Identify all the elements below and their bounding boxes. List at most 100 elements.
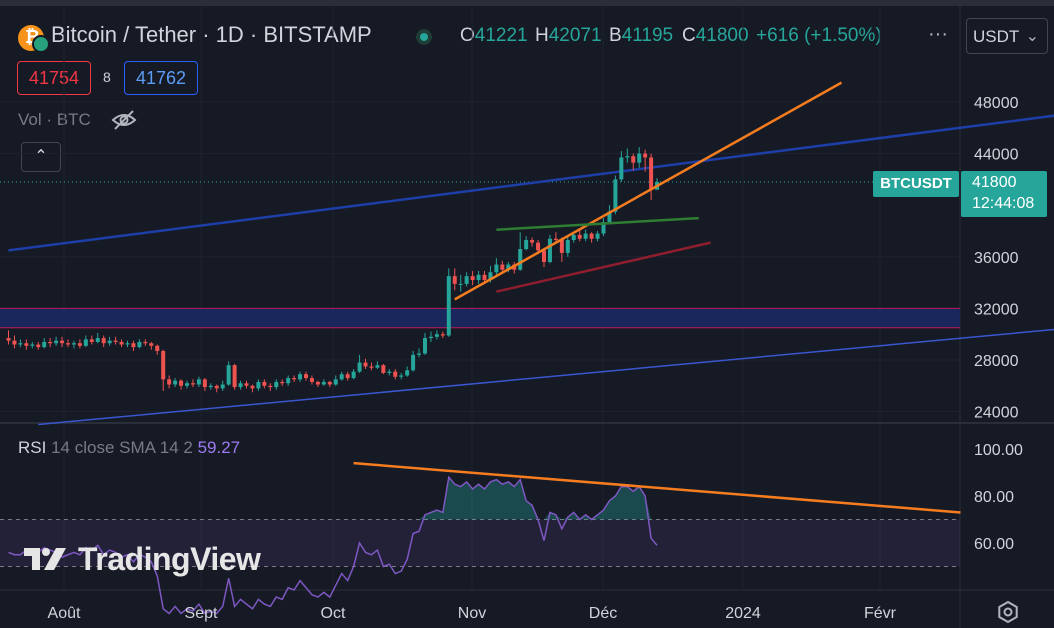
candle-body bbox=[363, 362, 368, 367]
ohlc-open: O41221 bbox=[460, 25, 528, 46]
bar-countdown: 12:44:08 bbox=[972, 195, 1035, 212]
candle-body bbox=[565, 240, 570, 253]
candle-body bbox=[601, 221, 606, 234]
candle-body bbox=[89, 339, 94, 342]
candle-body bbox=[637, 153, 642, 163]
candle-body bbox=[613, 179, 618, 212]
candle-body bbox=[119, 341, 124, 345]
candle-body bbox=[470, 276, 475, 281]
candle-body bbox=[345, 374, 350, 379]
candle-body bbox=[48, 341, 53, 344]
candle-body bbox=[381, 365, 386, 373]
time-tick-label: Nov bbox=[458, 605, 486, 622]
candle-body bbox=[226, 365, 231, 385]
candle-body bbox=[524, 240, 529, 250]
candle-body bbox=[440, 334, 445, 336]
settings-icon[interactable] bbox=[996, 600, 1020, 624]
candle-body bbox=[54, 340, 59, 344]
candle-body bbox=[214, 385, 219, 389]
candle-body bbox=[125, 343, 130, 345]
candle-body bbox=[208, 385, 213, 388]
candle-body bbox=[458, 283, 463, 285]
tradingview-logo-icon bbox=[24, 548, 66, 570]
candle-body bbox=[161, 350, 166, 380]
candle-body bbox=[452, 276, 457, 284]
trendline-long-term-channel-bottom bbox=[38, 328, 1054, 426]
tradingview-watermark: TradingView bbox=[78, 541, 261, 577]
currency-select[interactable]: USDT ⌄ bbox=[966, 18, 1048, 54]
rsi-band bbox=[0, 519, 960, 567]
candle-body bbox=[583, 233, 588, 239]
trendline-long-term-channel-top bbox=[8, 114, 1054, 252]
candle-body bbox=[530, 240, 535, 243]
time-tick-label: 2024 bbox=[725, 605, 761, 622]
candle-body bbox=[494, 264, 499, 273]
candle-body bbox=[66, 343, 70, 345]
candle-body bbox=[369, 366, 374, 368]
sell-button[interactable]: 41754 bbox=[17, 61, 91, 95]
market-status-dot bbox=[416, 29, 432, 45]
candle-body bbox=[268, 385, 273, 388]
candle-body bbox=[399, 375, 404, 377]
rsi-pane bbox=[0, 461, 961, 615]
chart-axes: 48000 44000 36000 32000 28000 24000 100.00 80.0… bbox=[48, 95, 1024, 622]
rsi-tick-label: 100.00 bbox=[974, 442, 1023, 459]
candle-body bbox=[428, 336, 433, 339]
rsi-name: RSI bbox=[18, 438, 47, 457]
candle-body bbox=[619, 157, 624, 180]
time-tick-label: Oct bbox=[321, 605, 346, 622]
candle-body bbox=[60, 340, 65, 344]
candle-body bbox=[220, 384, 225, 389]
candles bbox=[6, 147, 660, 393]
candle-body bbox=[417, 353, 422, 355]
rsi-overbought-fill bbox=[8, 477, 658, 520]
candle-body bbox=[12, 340, 17, 345]
candle-body bbox=[542, 250, 546, 262]
price-tick-label: 44000 bbox=[974, 147, 1019, 164]
candle-body bbox=[42, 341, 47, 348]
price-tick-label: 48000 bbox=[974, 95, 1019, 112]
collapse-legend-button[interactable]: ⌃ bbox=[21, 142, 61, 172]
rsi-tick-label: 60.00 bbox=[974, 536, 1014, 553]
candle-body bbox=[315, 381, 320, 385]
candle-body bbox=[131, 343, 136, 348]
candle-body bbox=[179, 380, 184, 386]
price-tick-label: 36000 bbox=[974, 250, 1019, 267]
hidden-eye-icon[interactable] bbox=[110, 108, 138, 132]
candle-body bbox=[173, 380, 178, 385]
symbol-title[interactable]: Bitcoin / Tether · 1D · BITSTAMP bbox=[51, 22, 372, 47]
chevron-down-icon: ⌄ bbox=[1025, 28, 1039, 45]
candle-body bbox=[500, 264, 505, 270]
ohlc-high: H42071 bbox=[535, 25, 602, 46]
candle-body bbox=[387, 371, 392, 373]
rsi-line bbox=[8, 475, 658, 615]
candle-body bbox=[137, 341, 142, 348]
candle-body bbox=[143, 341, 148, 344]
more-options-button[interactable]: ··· bbox=[928, 23, 948, 45]
candle-body bbox=[482, 274, 487, 281]
candle-body bbox=[559, 240, 564, 253]
candle-body bbox=[446, 276, 451, 336]
candle-body bbox=[434, 334, 439, 337]
candle-body bbox=[196, 379, 201, 385]
rsi-legend[interactable]: RSI 14 close SMA 14 2 59.27 bbox=[18, 438, 240, 458]
candle-body bbox=[256, 381, 261, 389]
candle-body bbox=[83, 339, 88, 346]
candle-body bbox=[95, 338, 100, 342]
candle-body bbox=[589, 233, 594, 239]
candle-body bbox=[274, 381, 279, 388]
tether-icon bbox=[32, 35, 50, 53]
buy-button[interactable]: 41762 bbox=[124, 61, 198, 95]
time-tick-label: Sept bbox=[185, 605, 218, 622]
volume-indicator-label[interactable]: Vol · BTC bbox=[18, 110, 91, 129]
candle-body bbox=[185, 383, 189, 386]
candle-body bbox=[309, 378, 314, 382]
candle-body bbox=[351, 371, 356, 379]
trendlines-back bbox=[8, 114, 1054, 426]
price-tick-label: 32000 bbox=[974, 301, 1019, 318]
trendline-consolidation-top bbox=[496, 216, 699, 231]
symbol-price-tag: BTCUSDT bbox=[873, 171, 959, 197]
candle-body bbox=[375, 365, 380, 368]
candle-body bbox=[298, 374, 303, 380]
